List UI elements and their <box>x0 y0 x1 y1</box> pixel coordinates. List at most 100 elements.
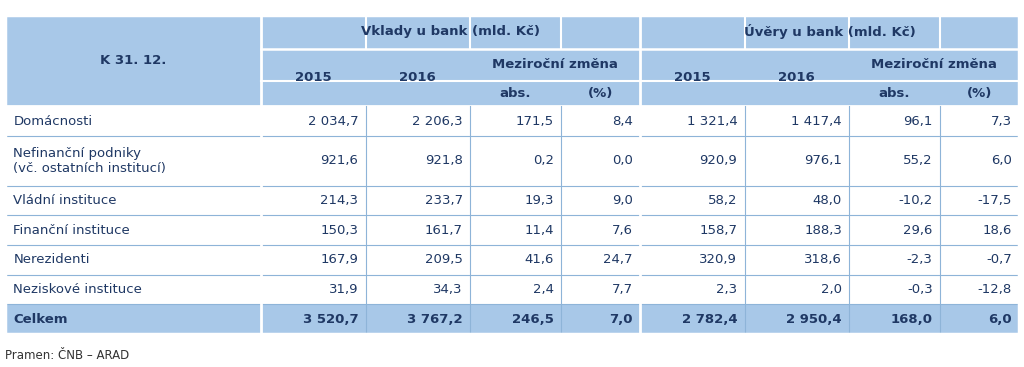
Text: Domácnosti: Domácnosti <box>13 115 92 128</box>
Bar <box>561 136 640 186</box>
Bar <box>744 49 849 81</box>
Bar <box>470 136 561 186</box>
Bar <box>261 215 366 245</box>
Bar <box>640 106 744 136</box>
Bar <box>366 81 470 106</box>
Bar <box>561 215 640 245</box>
Text: -12,8: -12,8 <box>978 283 1012 296</box>
Bar <box>261 106 366 136</box>
Bar <box>744 186 849 215</box>
Bar <box>849 275 940 304</box>
Text: 920,9: 920,9 <box>699 155 737 167</box>
Bar <box>561 81 640 106</box>
Bar <box>261 275 366 304</box>
Bar <box>5 275 261 304</box>
Text: Vládní instituce: Vládní instituce <box>13 194 117 207</box>
Text: 6,0: 6,0 <box>991 155 1012 167</box>
Bar <box>470 304 561 334</box>
Bar <box>849 106 940 136</box>
Bar <box>940 136 1019 186</box>
Bar <box>470 245 561 275</box>
Bar <box>940 275 1019 304</box>
Bar <box>366 49 470 81</box>
Bar <box>940 49 1019 81</box>
Text: 2 782,4: 2 782,4 <box>682 313 737 326</box>
Text: Finanční instituce: Finanční instituce <box>13 224 130 237</box>
Text: 7,3: 7,3 <box>990 115 1012 128</box>
Text: 2015: 2015 <box>674 71 711 84</box>
Bar <box>940 215 1019 245</box>
Text: 8,4: 8,4 <box>611 115 633 128</box>
Text: -0,7: -0,7 <box>986 253 1012 266</box>
Bar <box>5 245 261 275</box>
Bar <box>5 136 261 186</box>
Text: 214,3: 214,3 <box>321 194 358 207</box>
Text: K 31. 12.: K 31. 12. <box>99 54 166 67</box>
Bar <box>366 304 470 334</box>
Bar <box>5 215 261 245</box>
Bar <box>561 275 640 304</box>
Text: 320,9: 320,9 <box>699 253 737 266</box>
Text: -2,3: -2,3 <box>907 253 933 266</box>
Text: Nerezidenti: Nerezidenti <box>13 253 90 266</box>
Bar <box>849 49 940 81</box>
Text: 96,1: 96,1 <box>903 115 933 128</box>
Text: 34,3: 34,3 <box>433 283 463 296</box>
Bar <box>849 215 940 245</box>
Text: abs.: abs. <box>879 87 910 100</box>
Bar <box>940 81 1019 106</box>
Bar <box>261 186 366 215</box>
Text: 188,3: 188,3 <box>804 224 842 237</box>
Bar <box>849 186 940 215</box>
Text: 24,7: 24,7 <box>603 253 633 266</box>
Bar <box>744 245 849 275</box>
Bar <box>5 186 261 215</box>
Bar <box>744 106 849 136</box>
Text: 2 034,7: 2 034,7 <box>308 115 358 128</box>
Bar <box>940 106 1019 136</box>
Bar <box>366 245 470 275</box>
Text: Pramen: ČNB – ARAD: Pramen: ČNB – ARAD <box>5 349 129 361</box>
Bar <box>940 15 1019 49</box>
Text: Meziroční změna: Meziroční změna <box>493 58 617 72</box>
Text: 0,0: 0,0 <box>611 155 633 167</box>
Bar <box>470 106 561 136</box>
Text: 7,0: 7,0 <box>609 313 633 326</box>
Bar <box>640 275 744 304</box>
Bar <box>366 15 470 49</box>
Bar <box>744 304 849 334</box>
Text: 2 206,3: 2 206,3 <box>413 115 463 128</box>
Bar <box>640 186 744 215</box>
Bar <box>5 49 261 81</box>
Text: 158,7: 158,7 <box>699 224 737 237</box>
Bar <box>470 81 561 106</box>
Text: 168,0: 168,0 <box>891 313 933 326</box>
Text: 167,9: 167,9 <box>321 253 358 266</box>
Text: 48,0: 48,0 <box>813 194 842 207</box>
Bar <box>366 106 470 136</box>
Text: 3 520,7: 3 520,7 <box>303 313 358 326</box>
Text: Nefinanční podniky
(vč. ostatních institucí): Nefinanční podniky (vč. ostatních instit… <box>13 147 166 175</box>
Text: Meziroční změna: Meziroční změna <box>871 58 997 72</box>
Bar <box>940 245 1019 275</box>
Bar <box>366 275 470 304</box>
Text: 2015: 2015 <box>295 71 332 84</box>
Bar <box>744 275 849 304</box>
Text: 29,6: 29,6 <box>903 224 933 237</box>
Text: 921,8: 921,8 <box>425 155 463 167</box>
Bar <box>849 15 940 49</box>
Bar <box>849 136 940 186</box>
Text: 3 767,2: 3 767,2 <box>408 313 463 326</box>
Text: -0,3: -0,3 <box>907 283 933 296</box>
Text: 11,4: 11,4 <box>524 224 554 237</box>
Bar <box>640 15 744 49</box>
Bar <box>261 15 366 49</box>
Text: 171,5: 171,5 <box>515 115 554 128</box>
Text: 31,9: 31,9 <box>329 283 358 296</box>
Text: 209,5: 209,5 <box>425 253 463 266</box>
Bar <box>640 136 744 186</box>
Bar <box>5 15 261 49</box>
Bar <box>561 186 640 215</box>
Bar <box>561 106 640 136</box>
Bar <box>744 81 849 106</box>
